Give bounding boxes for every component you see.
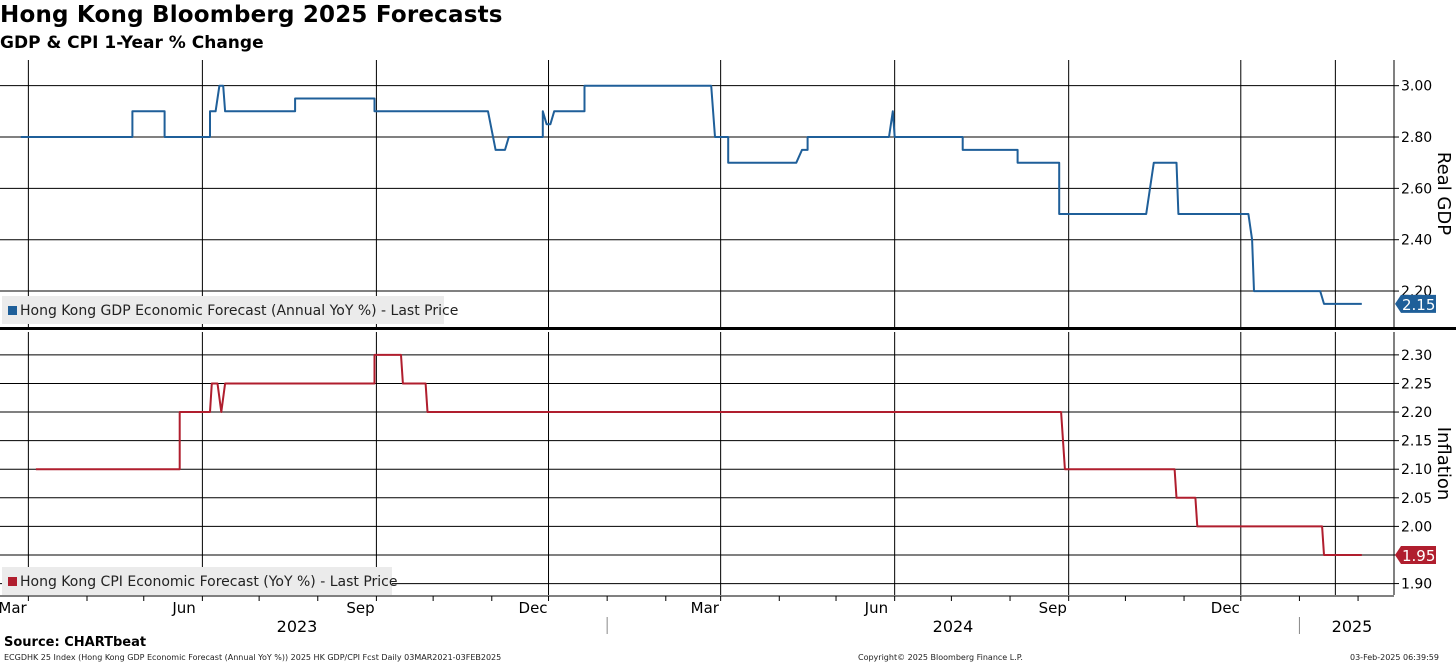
legend-box xyxy=(2,296,444,324)
last-value-flag xyxy=(1395,545,1436,564)
x-month-label: Sep xyxy=(346,599,374,617)
y-tick-label: 2.00 xyxy=(1401,519,1432,535)
source-label: Source: CHARTbeat xyxy=(4,635,147,650)
x-month-label: Dec xyxy=(1211,599,1240,617)
legend-label: Hong Kong GDP Economic Forecast (Annual … xyxy=(20,303,458,319)
last-value-label: 2.15 xyxy=(1402,296,1435,314)
last-value-flag xyxy=(1395,294,1436,313)
footer-index-description: ECGDHK 25 Index (Hong Kong GDP Economic … xyxy=(4,653,502,662)
y-tick-label: 2.40 xyxy=(1401,233,1432,249)
y-tick-label: 3.00 xyxy=(1401,79,1432,95)
y-tick-label: 2.10 xyxy=(1401,462,1432,478)
legend-label: Hong Kong CPI Economic Forecast (YoY %) … xyxy=(20,574,397,590)
y-tick-label: 2.25 xyxy=(1401,376,1432,392)
y-tick-label: 2.20 xyxy=(1401,405,1432,421)
cpi-forecast-line xyxy=(35,353,1362,556)
y-axis-title: Inflation xyxy=(1433,427,1454,501)
gdp-forecast-line xyxy=(20,84,1362,305)
y-tick-label: 2.80 xyxy=(1401,130,1432,146)
chart-subtitle: GDP & CPI 1-Year % Change xyxy=(0,33,264,53)
last-value-label: 1.95 xyxy=(1402,547,1435,565)
x-year-label: 2024 xyxy=(933,617,974,636)
y-tick-label: 2.05 xyxy=(1401,491,1432,507)
footer-copyright: Copyright© 2025 Bloomberg Finance L.P. xyxy=(858,653,1023,662)
y-tick-label: 2.30 xyxy=(1401,348,1432,364)
x-year-label: 2025 xyxy=(1332,617,1373,636)
y-tick-label: 1.90 xyxy=(1401,577,1432,593)
y-axis-title: Real GDP xyxy=(1433,152,1454,235)
x-month-label: Mar xyxy=(0,599,28,617)
legend-swatch xyxy=(8,306,17,315)
x-month-label: Jun xyxy=(171,599,195,617)
footer-timestamp: 03-Feb-2025 06:39:59 xyxy=(1350,653,1439,662)
y-tick-label: 2.60 xyxy=(1401,181,1432,197)
x-month-label: Mar xyxy=(691,599,720,617)
legend-swatch xyxy=(8,577,17,586)
y-tick-label: 2.15 xyxy=(1401,434,1432,450)
x-year-label: 2023 xyxy=(277,617,318,636)
x-month-label: Jun xyxy=(864,599,888,617)
legend-box xyxy=(2,567,392,595)
x-month-label: Dec xyxy=(519,599,548,617)
chart-title: Hong Kong Bloomberg 2025 Forecasts xyxy=(0,2,503,28)
x-month-label: Sep xyxy=(1039,599,1067,617)
